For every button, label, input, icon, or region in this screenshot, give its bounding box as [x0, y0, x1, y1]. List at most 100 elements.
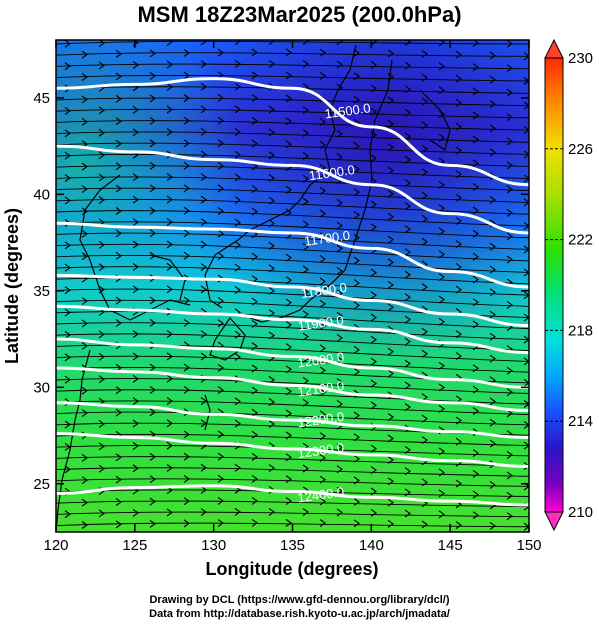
wind-arrowhead — [438, 204, 445, 213]
wind-arrowhead — [506, 209, 513, 217]
wind-arrowhead — [268, 398, 275, 406]
wind-arrowhead — [98, 509, 105, 518]
wind-arrowhead — [523, 222, 529, 230]
wind-arrowhead — [183, 49, 190, 57]
y-tick-label: 25 — [33, 476, 50, 493]
contour-line — [56, 304, 529, 355]
wind-arrowhead — [166, 60, 173, 69]
wind-arrowhead — [166, 105, 173, 114]
wind-arrowhead — [489, 418, 496, 427]
wind-arrowhead — [353, 497, 360, 506]
wind-arrowhead — [506, 471, 513, 480]
wind-arrowhead — [370, 466, 377, 475]
wind-streamline — [56, 232, 529, 250]
coastlines — [56, 44, 451, 532]
wind-arrowhead — [387, 49, 394, 58]
wind-arrowhead — [268, 420, 275, 428]
wind-arrowhead — [472, 298, 479, 307]
wind-arrowhead — [98, 151, 105, 160]
wind-arrowhead — [166, 285, 173, 294]
wind-arrowhead — [251, 496, 258, 505]
wind-arrowhead — [523, 378, 529, 387]
wind-arrowhead — [370, 60, 377, 69]
wind-arrowhead — [183, 474, 190, 483]
wind-arrowhead — [64, 375, 71, 384]
wind-arrowhead — [285, 48, 292, 57]
wind-arrowhead — [523, 77, 529, 85]
wind-arrowhead — [387, 143, 394, 152]
wind-arrowhead — [370, 335, 377, 344]
x-tick-label: 145 — [438, 537, 463, 554]
wind-arrowhead — [183, 452, 190, 461]
wind-arrowhead — [115, 139, 122, 148]
wind-arrowhead — [149, 229, 156, 238]
wind-arrowhead — [404, 132, 411, 141]
wind-arrowhead — [404, 359, 411, 368]
wind-arrowhead — [438, 250, 445, 259]
wind-arrowhead — [81, 73, 88, 81]
wind-arrowhead — [387, 96, 394, 105]
wind-arrowhead — [421, 349, 428, 358]
wind-arrowhead — [183, 296, 190, 305]
wind-arrowhead — [217, 430, 224, 439]
wind-arrowhead — [472, 449, 479, 458]
wind-arrowhead — [200, 60, 207, 69]
wind-arrowhead — [251, 342, 258, 351]
wind-arrowhead — [149, 296, 156, 305]
wind-arrowhead — [217, 184, 224, 193]
wind-arrowhead — [98, 128, 105, 137]
wind-arrowhead — [285, 409, 292, 418]
wind-arrowhead — [489, 100, 496, 109]
wind-arrowhead — [489, 242, 496, 251]
wind-arrowhead — [285, 276, 292, 285]
wind-arrowhead — [64, 330, 71, 339]
wind-arrowhead — [234, 150, 241, 159]
wind-arrowhead — [64, 286, 71, 295]
wind-arrowhead — [200, 463, 207, 472]
wind-arrowhead — [166, 352, 173, 361]
wind-arrowhead — [336, 221, 343, 230]
wind-arrowhead — [506, 366, 513, 375]
contour-line — [56, 337, 529, 389]
wind-arrowhead — [523, 245, 529, 254]
wind-arrowhead — [81, 498, 88, 507]
wind-arrowhead — [98, 173, 105, 182]
wind-arrowhead — [98, 420, 105, 428]
wind-arrowhead — [404, 61, 411, 70]
wind-arrowhead — [336, 486, 343, 495]
wind-streamline — [56, 411, 529, 426]
wind-arrowhead — [234, 330, 241, 339]
wind-arrowhead — [489, 288, 496, 297]
wind-arrowhead — [200, 82, 207, 91]
wind-arrowhead — [353, 345, 360, 354]
wind-arrowhead — [387, 519, 394, 528]
wind-arrowhead — [166, 218, 173, 226]
wind-arrowhead — [302, 376, 309, 385]
wind-arrowhead — [421, 283, 428, 292]
wind-arrowhead — [319, 254, 326, 263]
wind-arrowhead — [506, 40, 513, 48]
wind-arrowhead — [115, 498, 122, 506]
wind-arrowhead — [319, 410, 326, 419]
wind-arrowhead — [353, 367, 360, 376]
wind-arrowhead — [370, 444, 377, 453]
wind-arrowhead — [64, 420, 71, 429]
wind-arrowhead — [404, 40, 411, 46]
wind-arrowhead — [268, 309, 275, 318]
wind-arrowhead — [319, 497, 326, 506]
colorbar-tick-label: 226 — [568, 141, 593, 158]
wind-arrowhead — [115, 408, 122, 417]
wind-arrowhead — [64, 353, 71, 362]
wind-streamline — [56, 288, 529, 307]
wind-arrowhead — [268, 375, 275, 384]
wind-arrowhead — [455, 122, 462, 131]
wind-arrowhead — [64, 174, 71, 183]
contour-line — [56, 484, 529, 507]
wind-arrowhead — [353, 165, 360, 174]
wind-arrowhead — [64, 106, 71, 115]
wind-arrowhead — [506, 113, 513, 121]
wind-arrowhead — [183, 318, 190, 327]
wind-arrowhead — [285, 94, 292, 103]
x-axis-title: Longitude (degrees) — [205, 559, 378, 579]
wind-arrowhead — [302, 40, 309, 45]
